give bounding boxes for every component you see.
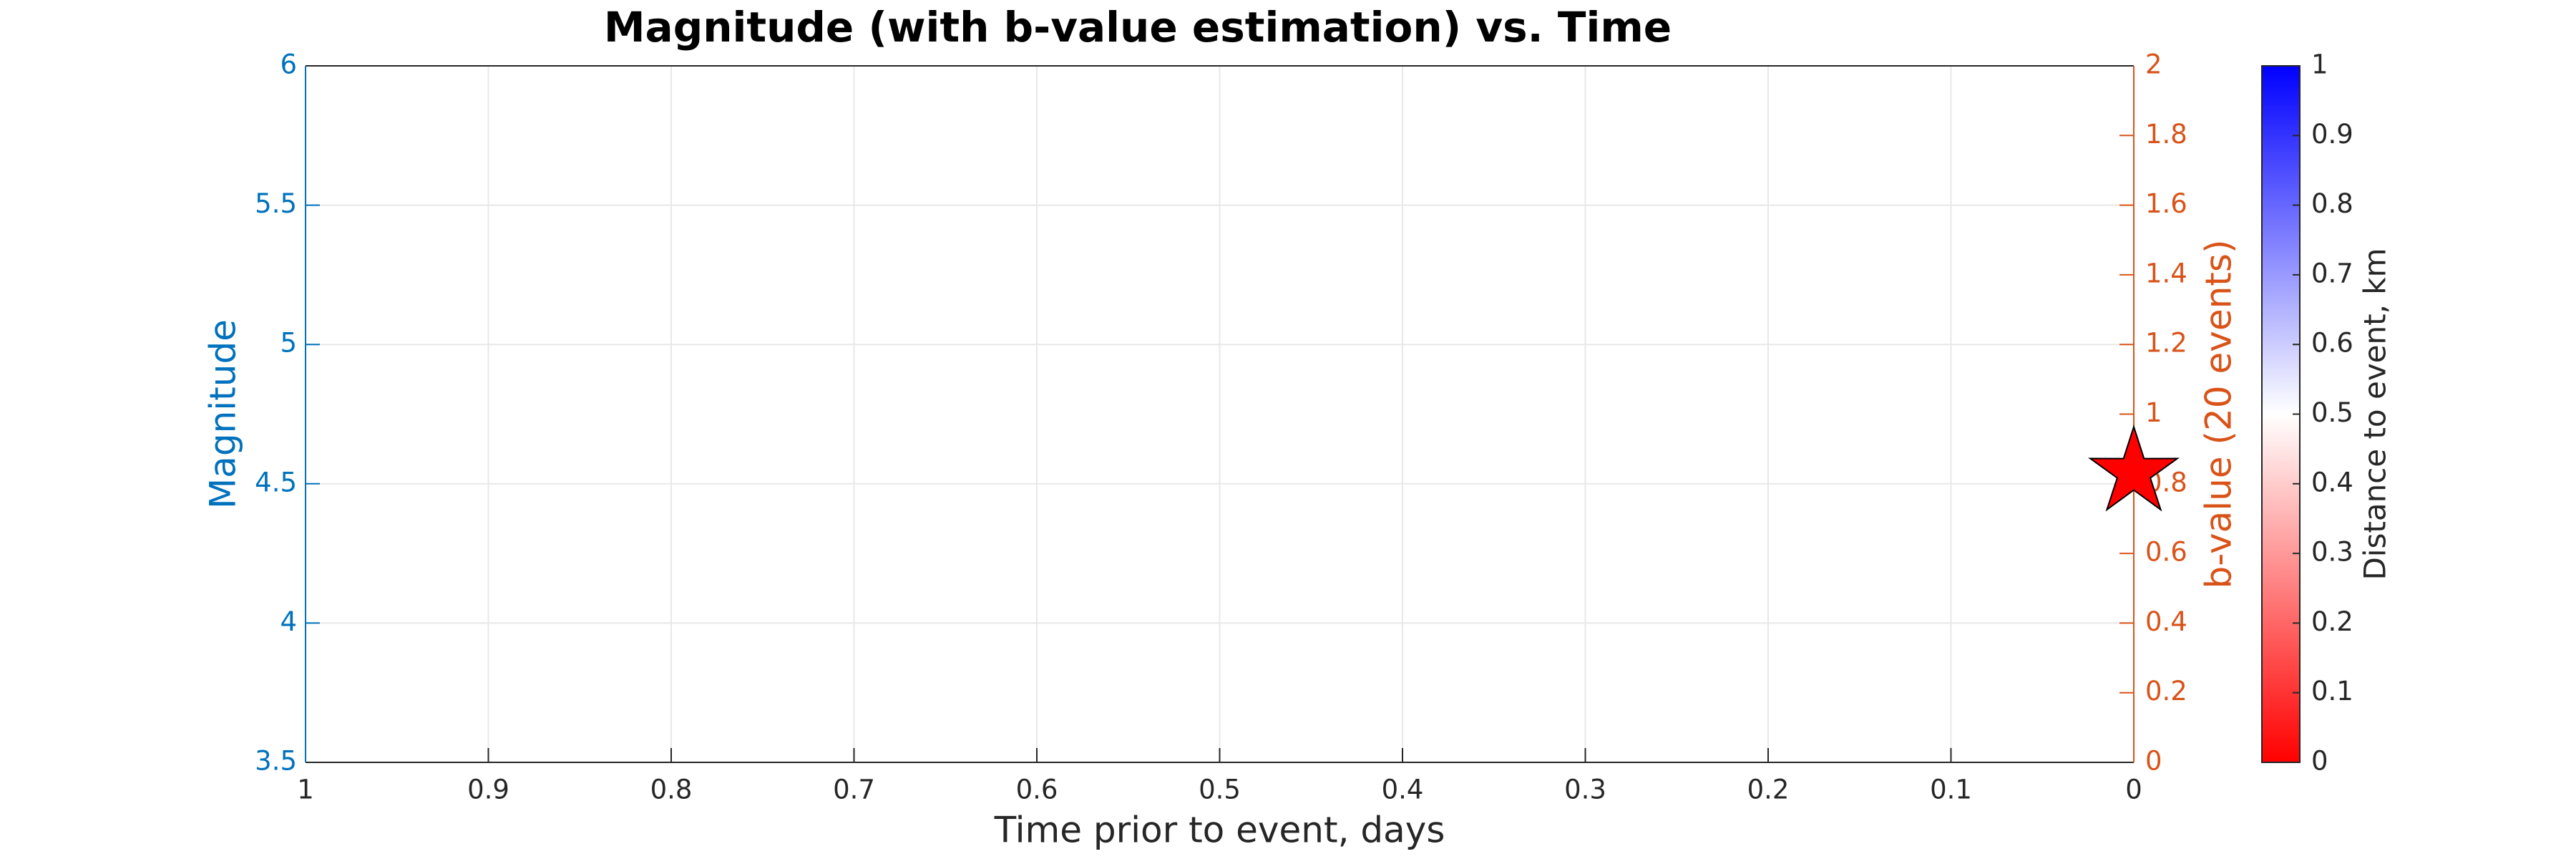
x-tick-label: 0.8 — [650, 775, 693, 805]
y2-tick-label: 0.6 — [2145, 537, 2187, 568]
y2-tick-label: 1.4 — [2145, 258, 2187, 288]
y-tick-label: 6 — [280, 49, 297, 80]
x-tick-label: 0 — [2125, 775, 2142, 805]
x-tick-label: 0.9 — [467, 775, 509, 805]
x-tick-label: 0.2 — [1747, 775, 1790, 805]
y2-tick-label: 0.2 — [2145, 676, 2187, 707]
colorbar-tick-label: 0.9 — [2311, 119, 2353, 150]
y-tick-label: 4 — [280, 606, 297, 637]
colorbar-tick-label: 0.8 — [2311, 188, 2353, 219]
y-axis-label: Magnitude — [203, 319, 244, 509]
colorbar-tick-label: 0.3 — [2311, 537, 2353, 568]
x-tick-label: 0.4 — [1382, 775, 1424, 805]
y2-tick-label: 1 — [2145, 397, 2162, 428]
x-tick-label: 0.5 — [1199, 775, 1241, 805]
y-tick-label: 4.5 — [255, 467, 297, 498]
colorbar-tick-label: 0.5 — [2311, 397, 2353, 428]
y2-tick-label: 2 — [2145, 49, 2162, 80]
y-tick-label: 5.5 — [255, 188, 297, 219]
x-axis-label: Time prior to event, days — [994, 810, 1445, 851]
y2-tick-label: 0 — [2145, 746, 2162, 777]
colorbar-tick-label: 0.4 — [2311, 467, 2353, 498]
x-tick-label: 0.1 — [1930, 775, 1972, 805]
x-tick-label: 0.3 — [1564, 775, 1606, 805]
colorbar-tick-label: 0.1 — [2311, 676, 2353, 707]
y2-tick-label: 0.4 — [2145, 606, 2187, 637]
colorbar-tick-label: 0.7 — [2311, 258, 2353, 288]
x-tick-label: 0.7 — [833, 775, 875, 805]
colorbar-tick-label: 1 — [2311, 49, 2328, 80]
y2-tick-label: 1.2 — [2145, 328, 2187, 359]
colorbar-label: Distance to event, km — [2358, 248, 2393, 580]
y2-tick-label: 1.8 — [2145, 119, 2187, 150]
colorbar-tick-label: 0.2 — [2311, 606, 2353, 637]
y-tick-label: 3.5 — [255, 746, 297, 777]
x-tick-label: 1 — [297, 775, 314, 805]
y2-axis-label: b-value (20 events) — [2198, 240, 2240, 589]
data-point — [2087, 424, 2180, 512]
y2-tick-label: 1.6 — [2145, 188, 2187, 219]
colorbar-tick-label: 0 — [2311, 746, 2328, 777]
y-tick-label: 5 — [280, 328, 297, 359]
colorbar-tick-label: 0.6 — [2311, 328, 2353, 359]
chart-title: Magnitude (with b-value estimation) vs. … — [604, 3, 1672, 52]
x-tick-label: 0.6 — [1016, 775, 1058, 805]
